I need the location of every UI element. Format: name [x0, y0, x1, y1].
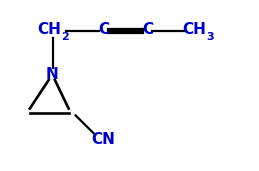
Text: 3: 3 — [206, 32, 214, 42]
Text: CH: CH — [37, 22, 61, 37]
Text: N: N — [45, 67, 58, 82]
Text: C: C — [142, 22, 153, 37]
Text: 2: 2 — [61, 32, 69, 42]
Text: C: C — [98, 22, 109, 37]
Text: CH: CH — [182, 22, 206, 37]
Text: CN: CN — [91, 132, 115, 147]
